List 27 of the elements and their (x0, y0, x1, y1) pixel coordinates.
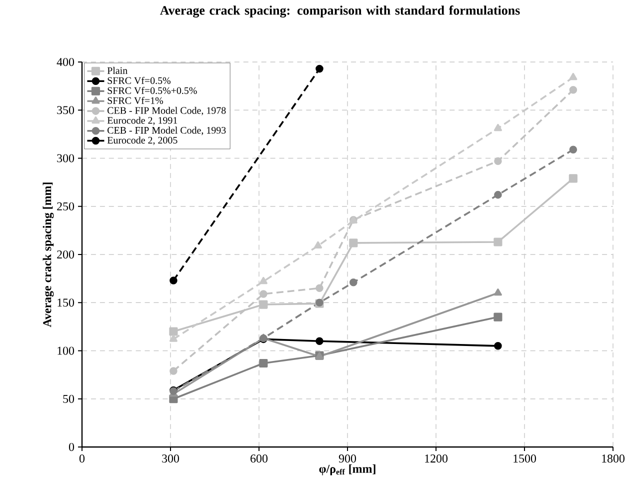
chart-title: Average crack spacing: comparison with standard formulations (160, 6, 520, 18)
legend-label: Eurocode 2, 1991 (107, 116, 178, 126)
y-tick-label: 350 (57, 106, 74, 114)
x-tick-label: 600 (250, 454, 268, 463)
x-tick-label: 1200 (425, 454, 448, 463)
legend-label: SFRC Vf=0.5%+0.5% (108, 86, 197, 94)
x-tick-label: 1800 (602, 454, 624, 463)
x-tick-label: 0 (79, 454, 85, 463)
legend-label: SFRC Vf=1% (108, 96, 164, 104)
y-tick-label: 200 (57, 250, 74, 259)
y-tick-label: 0 (68, 442, 74, 452)
y-axis-title: Average crack spacing [mm] (42, 182, 54, 328)
legend-label: CEB - FIP Model Code, 1978 (108, 106, 226, 116)
y-tick-label: 50 (63, 394, 74, 403)
y-tick-label: 250 (57, 202, 74, 210)
x-tick-label: 900 (338, 454, 356, 463)
y-tick-label: 300 (57, 154, 74, 162)
y-tick-label: 400 (56, 58, 74, 66)
legend-label: Plain (107, 66, 128, 74)
legend-label: SFRC Vf=0.5% (108, 76, 171, 84)
y-tick-label: 100 (58, 346, 74, 355)
x-axis-title: φ/ρ$_{eff}$ [mm] (319, 464, 376, 476)
y-tick-label: 150 (58, 298, 74, 307)
legend-label: CEB - FIP Model Code, 1993 (108, 126, 226, 136)
x-tick-label: 300 (162, 454, 180, 463)
legend-label: Eurocode 2, 2005 (107, 136, 178, 146)
x-tick-label: 1500 (514, 454, 536, 463)
